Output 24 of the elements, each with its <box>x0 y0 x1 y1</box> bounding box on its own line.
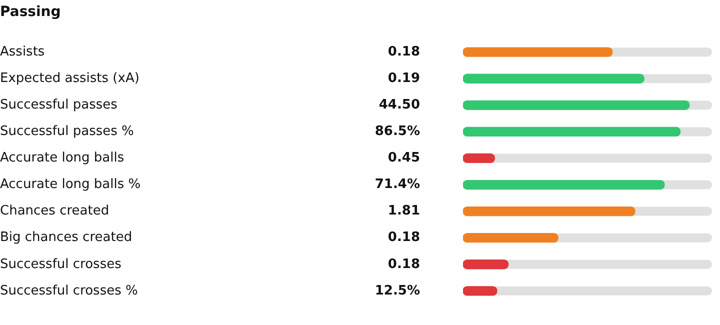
text: 71.4% <box>374 177 420 192</box>
y-tick-label: Expected assists (xA) <box>0 70 140 86</box>
text: Passing <box>0 4 61 20</box>
y-tick-label: Successful passes % <box>0 124 134 140</box>
y-tick-label: Chances created <box>0 204 110 219</box>
text: 0.19 <box>388 70 420 86</box>
text: 0.18 <box>388 230 420 246</box>
y-tick-label: Successful crosses <box>0 256 122 272</box>
text: 86.5% <box>374 124 420 140</box>
bar <box>463 153 496 164</box>
text: 1.81 <box>388 204 420 219</box>
y-tick-label: Successful crosses % <box>0 283 138 298</box>
y-tick-label: Assists <box>0 44 45 60</box>
bar <box>463 260 509 270</box>
text: 44.50 <box>378 98 420 113</box>
y-tick-label: Accurate long balls % <box>0 177 141 192</box>
bar <box>463 286 498 296</box>
text: 0.18 <box>388 256 420 272</box>
y-tick-label: Accurate long balls <box>0 150 124 166</box>
text: 0.18 <box>388 44 420 60</box>
y-tick-label: Big chances created <box>0 230 132 246</box>
text: 0.45 <box>388 150 420 166</box>
y-tick-label: Successful passes <box>0 98 118 113</box>
text: 12.5% <box>374 283 420 298</box>
